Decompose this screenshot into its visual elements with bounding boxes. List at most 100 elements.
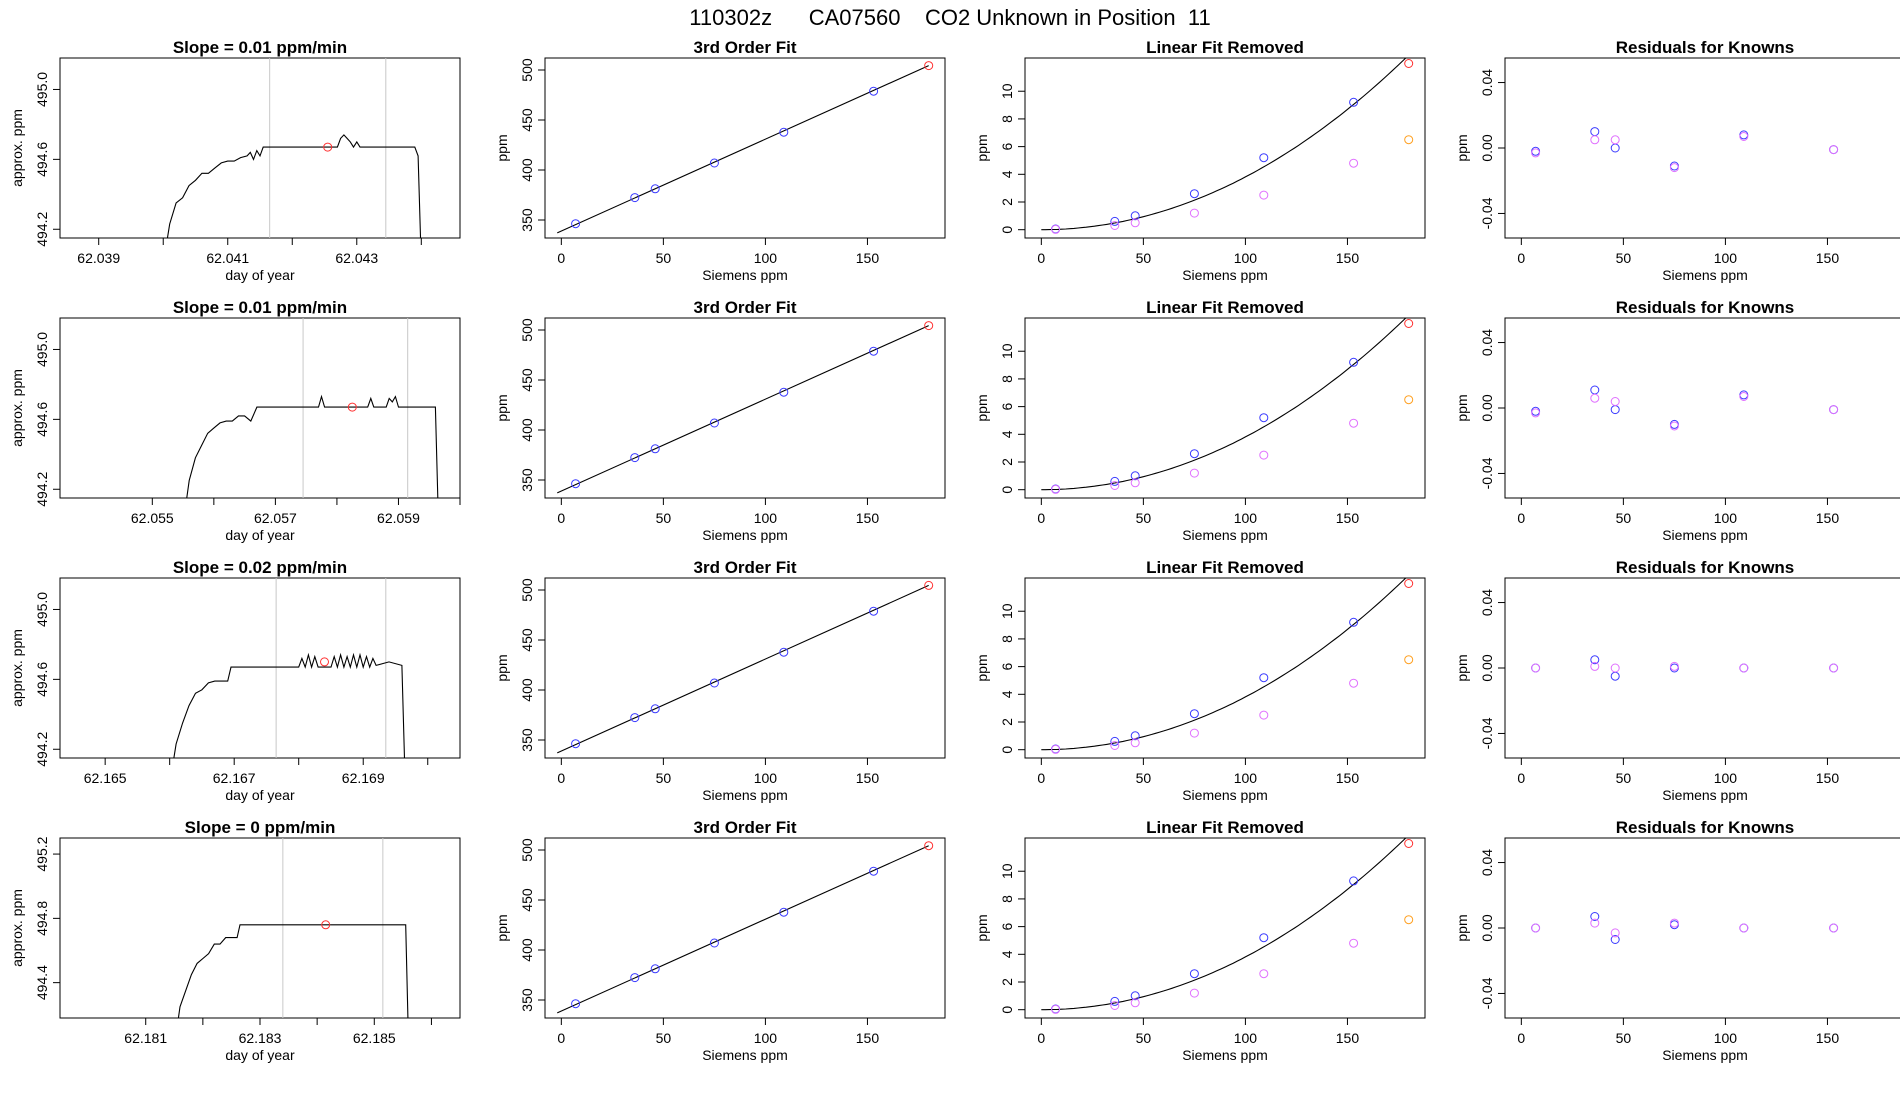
y-tick-label: 500 xyxy=(519,318,535,342)
plot-area xyxy=(1531,127,1839,173)
y-tick-label: 450 xyxy=(519,888,535,912)
y-tick-label: 2 xyxy=(999,978,1015,986)
data-point-known xyxy=(1349,617,1359,627)
x-tick-label: 0 xyxy=(1517,770,1525,786)
plot-frame xyxy=(59,837,461,1019)
plot-frame xyxy=(59,57,461,239)
y-tick-label: 450 xyxy=(519,108,535,132)
data-point-known xyxy=(1349,357,1359,367)
fit-line xyxy=(557,845,929,1014)
data-point-altUnknown xyxy=(1404,135,1414,145)
plot-frame xyxy=(1024,57,1426,239)
x-tick-label: 150 xyxy=(1816,250,1840,266)
x-tick-label: 50 xyxy=(1136,770,1152,786)
plot-area xyxy=(166,58,422,238)
x-tick-label: 0 xyxy=(557,250,565,266)
x-tick-label: 150 xyxy=(1336,250,1360,266)
y-tick-label: 4 xyxy=(999,170,1015,178)
y-axis-label: ppm xyxy=(1454,134,1470,161)
data-point-known xyxy=(630,973,640,983)
data-point-known xyxy=(1189,189,1199,199)
data-point-known xyxy=(650,444,660,454)
data-point-alt xyxy=(1610,663,1620,673)
data-point-alt xyxy=(1590,135,1600,145)
x-axis-label: Siemens ppm xyxy=(1182,527,1268,543)
y-tick-label: 4 xyxy=(999,690,1015,698)
data-point-known xyxy=(630,453,640,463)
fit-curve-line xyxy=(1041,578,1407,751)
plot-frame xyxy=(1024,837,1426,1019)
x-axis-label: day of year xyxy=(225,267,295,283)
y-axis-label: approx. ppm xyxy=(9,369,25,447)
data-point-unknown xyxy=(924,841,934,851)
data-point-alt xyxy=(1531,408,1541,418)
data-point-known xyxy=(650,964,660,974)
x-tick-label: 150 xyxy=(856,510,880,526)
plot-area xyxy=(557,61,934,234)
y-tick-label: 0.00 xyxy=(1479,914,1495,941)
x-tick-label: 50 xyxy=(1616,510,1632,526)
x-tick-label: 0 xyxy=(1037,1030,1045,1046)
y-tick-label: 494.2 xyxy=(34,732,50,767)
plot-frame xyxy=(59,317,461,499)
data-point-alt xyxy=(1259,969,1269,979)
data-point-unknown xyxy=(320,657,329,667)
plot-area xyxy=(1041,58,1414,234)
chart-panel-fit-row4: 3rd Order Fit 0 50 100 150 Siemens ppm 350 400 4… xyxy=(494,818,946,1063)
plot-area xyxy=(1041,578,1414,754)
plot-area xyxy=(557,321,934,494)
y-tick-label: 6 xyxy=(999,663,1015,671)
data-point-alt xyxy=(1110,741,1120,750)
data-point-known xyxy=(869,866,879,876)
data-point-known xyxy=(1590,385,1600,395)
y-axis-label: ppm xyxy=(974,914,990,941)
y-tick-label: 495.0 xyxy=(34,592,50,627)
data-point-alt xyxy=(1739,132,1749,141)
x-tick-label: 50 xyxy=(1136,1030,1152,1046)
data-point-known xyxy=(709,678,719,688)
chart-panel-linear_removed-row4: Linear Fit Removed 0 50 100 150 Siemens ppm 0 2… xyxy=(974,818,1426,1063)
data-point-altUnknown xyxy=(1404,655,1414,665)
chart-panel-fit-row3: 3rd Order Fit 0 50 100 150 Siemens ppm 350 400 4… xyxy=(494,558,946,803)
chart-title: Slope = 0 ppm/min xyxy=(185,818,336,837)
y-tick-label: 495.0 xyxy=(34,72,50,107)
x-tick-label: 0 xyxy=(1037,510,1045,526)
data-point-known xyxy=(571,739,581,749)
chart-title: Slope = 0.02 ppm/min xyxy=(173,558,347,577)
y-tick-label: 494.4 xyxy=(34,965,50,1000)
chart-title: Linear Fit Removed xyxy=(1146,38,1304,57)
data-point-unknown xyxy=(924,321,934,331)
data-point-known xyxy=(869,606,879,616)
chart-title: 3rd Order Fit xyxy=(694,558,797,577)
x-axis-label: Siemens ppm xyxy=(1662,1047,1748,1063)
y-axis-label: approx. ppm xyxy=(9,889,25,967)
chart-panel-timeseries-row4: Slope = 0 ppm/min 62.181 62.183 62.185 day o… xyxy=(9,818,461,1063)
x-tick-label: 150 xyxy=(1816,1030,1840,1046)
chart-title: Slope = 0.01 ppm/min xyxy=(173,38,347,57)
data-point-known xyxy=(1610,405,1620,415)
data-point-known xyxy=(650,704,660,714)
chart-title: Linear Fit Removed xyxy=(1146,298,1304,317)
data-point-alt xyxy=(1130,998,1140,1008)
data-point-known xyxy=(1610,143,1620,153)
y-tick-label: 400 xyxy=(519,938,535,962)
chart-title: Residuals for Knowns xyxy=(1616,558,1795,577)
x-tick-label: 150 xyxy=(856,770,880,786)
x-tick-label: 0 xyxy=(1517,510,1525,526)
data-point-known xyxy=(1189,969,1199,979)
x-tick-label: 100 xyxy=(754,250,778,266)
x-tick-label: 100 xyxy=(1234,1030,1258,1046)
figure-title: 110302z CA07560 CO2 Unknown in Position … xyxy=(689,5,1210,30)
y-tick-label: 494.2 xyxy=(34,472,50,507)
plot-area xyxy=(557,841,934,1014)
y-tick-label: 10 xyxy=(999,863,1015,879)
data-point-alt xyxy=(1349,158,1359,168)
chart-title: Linear Fit Removed xyxy=(1146,558,1304,577)
data-point-alt xyxy=(1189,468,1199,478)
x-axis-label: day of year xyxy=(225,527,295,543)
chart-panel-timeseries-row2: Slope = 0.01 ppm/min 62.055 62.057 62.059 da… xyxy=(9,298,461,543)
y-tick-label: 10 xyxy=(999,603,1015,619)
x-tick-label: 0 xyxy=(557,1030,565,1046)
y-axis-label: ppm xyxy=(494,914,510,941)
data-point-known xyxy=(1130,991,1140,1001)
